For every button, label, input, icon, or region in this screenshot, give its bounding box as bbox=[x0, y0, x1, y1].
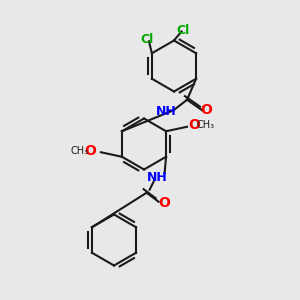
Text: Cl: Cl bbox=[141, 33, 154, 46]
Text: O: O bbox=[189, 118, 200, 132]
Text: O: O bbox=[159, 196, 170, 210]
Text: O: O bbox=[201, 103, 212, 117]
Text: NH: NH bbox=[147, 171, 167, 184]
Text: CH₃: CH₃ bbox=[71, 146, 89, 156]
Text: NH: NH bbox=[156, 105, 176, 118]
Text: Cl: Cl bbox=[176, 23, 190, 37]
Text: CH₃: CH₃ bbox=[196, 120, 215, 130]
Text: O: O bbox=[85, 144, 96, 158]
